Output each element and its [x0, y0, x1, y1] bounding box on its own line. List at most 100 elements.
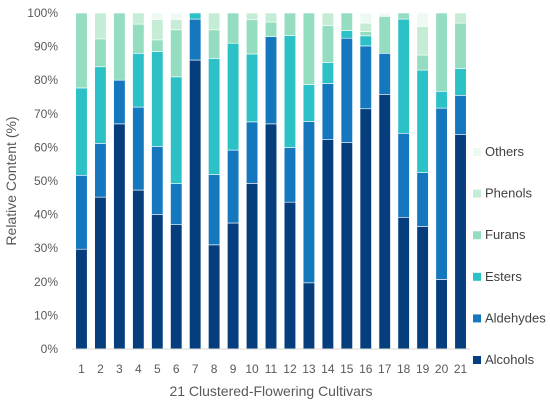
bar-segment-phenols: [321, 12, 334, 26]
x-tick-label: 2: [97, 362, 104, 376]
bar-segment-esters: [416, 69, 429, 173]
bar-segment-aldehydes: [132, 106, 145, 191]
legend-label-furans: Furans: [485, 227, 526, 242]
x-tick-label: 14: [321, 362, 335, 376]
bar-segment-furans: [359, 31, 372, 37]
bar-segment-alcohols: [416, 226, 429, 350]
bar-segment-esters: [227, 42, 240, 151]
bar-segment-esters: [302, 84, 315, 122]
x-tick-label: 10: [245, 362, 259, 376]
bar-segment-alcohols: [283, 201, 297, 350]
bar-segment-esters: [75, 87, 88, 176]
bar-segment-alcohols: [302, 282, 315, 350]
bar-segment-aldehydes: [283, 147, 297, 203]
bar-segment-esters: [397, 18, 410, 134]
bar-segment-furans: [264, 21, 278, 37]
bar-segment-others: [378, 12, 391, 17]
bar-segment-phenols: [245, 12, 259, 21]
bar-segment-alcohols: [208, 244, 221, 350]
bar-segment-furans: [113, 12, 126, 81]
bar-segment-furans: [75, 12, 88, 89]
bar-segment-alcohols: [189, 59, 202, 350]
bar-segment-furans: [151, 39, 164, 52]
bar-segment-furans: [321, 25, 334, 63]
bar-segment-others: [416, 12, 429, 27]
bar-segment-furans: [94, 38, 107, 68]
bar-segment-furans: [227, 12, 240, 44]
bar-segment-phenols: [264, 12, 278, 23]
legend-swatch-aldehydes: [473, 314, 481, 323]
x-tick-label: 19: [416, 362, 430, 376]
bar-segment-phenols: [151, 19, 164, 41]
bar-segment-alcohols: [435, 279, 448, 350]
bar-segment-phenols: [132, 12, 145, 25]
bar-segment-esters: [94, 66, 107, 144]
bar-segment-esters: [321, 62, 334, 84]
x-tick-label: 15: [340, 362, 354, 376]
x-tick-label: 7: [192, 362, 199, 376]
y-tick-label: 40%: [34, 208, 58, 222]
bar-segment-esters: [208, 58, 221, 175]
bar-segment-others: [170, 12, 183, 21]
bar-segment-aldehydes: [227, 149, 240, 224]
bar-segment-aldehydes: [208, 174, 221, 246]
bar-segment-furans: [208, 29, 221, 59]
bar-segment-phenols: [94, 12, 107, 40]
bar-segment-aldehydes: [359, 45, 372, 110]
bar-segment-phenols: [454, 12, 467, 24]
bar-segment-aldehydes: [397, 132, 410, 218]
bar-segment-furans: [454, 22, 467, 69]
bar-segment-furans: [170, 29, 183, 78]
bar-segment-esters: [435, 90, 448, 109]
y-tick-label: 20%: [34, 275, 58, 289]
bar-segment-esters: [283, 35, 297, 148]
bar-segment-aldehydes: [454, 95, 467, 135]
legend: Others Phenols Furans Esters Aldehydes Alcoho…: [473, 144, 546, 367]
bar-segment-alcohols: [340, 142, 353, 350]
bar-segment-furans: [416, 54, 429, 71]
bar-segment-aldehydes: [416, 172, 429, 227]
bar-segment-aldehydes: [113, 79, 126, 125]
bar-segment-esters: [189, 12, 202, 20]
bar-segment-alcohols: [245, 183, 259, 350]
bar-segment-phenols: [416, 26, 429, 56]
bar-segment-alcohols: [227, 222, 240, 350]
legend-swatch-alcohols: [473, 356, 481, 364]
bar-segment-others: [359, 12, 372, 24]
bar-segment-alcohols: [454, 134, 467, 350]
bar-segment-aldehydes: [94, 143, 107, 198]
bar-segment-aldehydes: [170, 183, 183, 225]
legend-label-esters: Esters: [485, 269, 522, 284]
x-tick-label: 4: [135, 362, 142, 376]
y-tick-label: 50%: [34, 174, 58, 188]
bar-segment-alcohols: [132, 189, 145, 350]
y-tick-label: 80%: [34, 73, 58, 87]
y-tick-label: 90%: [34, 40, 58, 54]
bar-segment-aldehydes: [245, 121, 259, 184]
bar-segment-alcohols: [321, 139, 334, 350]
bar-segment-esters: [170, 76, 183, 184]
bar-segment-aldehydes: [378, 53, 391, 95]
y-axis-title: Relative Content (%): [3, 116, 19, 245]
bar-segment-alcohols: [170, 224, 183, 350]
bar-segment-aldehydes: [302, 121, 315, 284]
bar-segment-alcohols: [94, 196, 107, 350]
legend-swatch-phenols: [473, 189, 481, 198]
bar-segment-phenols: [170, 19, 183, 31]
bar-segment-aldehydes: [151, 146, 164, 215]
y-tick-label: 0%: [41, 342, 59, 356]
legend-swatch-furans: [473, 231, 481, 240]
bar-segment-furans: [283, 12, 297, 36]
legend-label-aldehydes: Aldehydes: [485, 310, 546, 325]
y-tick-label: 60%: [34, 140, 58, 154]
x-tick-label: 1: [78, 362, 85, 376]
bar-segment-furans: [378, 16, 391, 54]
x-tick-label: 13: [302, 362, 316, 376]
bar-segment-aldehydes: [340, 37, 353, 143]
x-axis-ticks: 1 2 3 4 5 6 7 8 9 10 11 12 13 14 15 16 17 18 19 20 21: [78, 362, 467, 376]
y-tick-label: 30%: [34, 241, 58, 255]
bar-segment-alcohols: [378, 94, 391, 350]
y-axis-ticks: 0% 10% 20% 30% 40% 50% 60% 70% 80% 90% 100%: [27, 6, 58, 356]
x-tick-label: 5: [154, 362, 161, 376]
